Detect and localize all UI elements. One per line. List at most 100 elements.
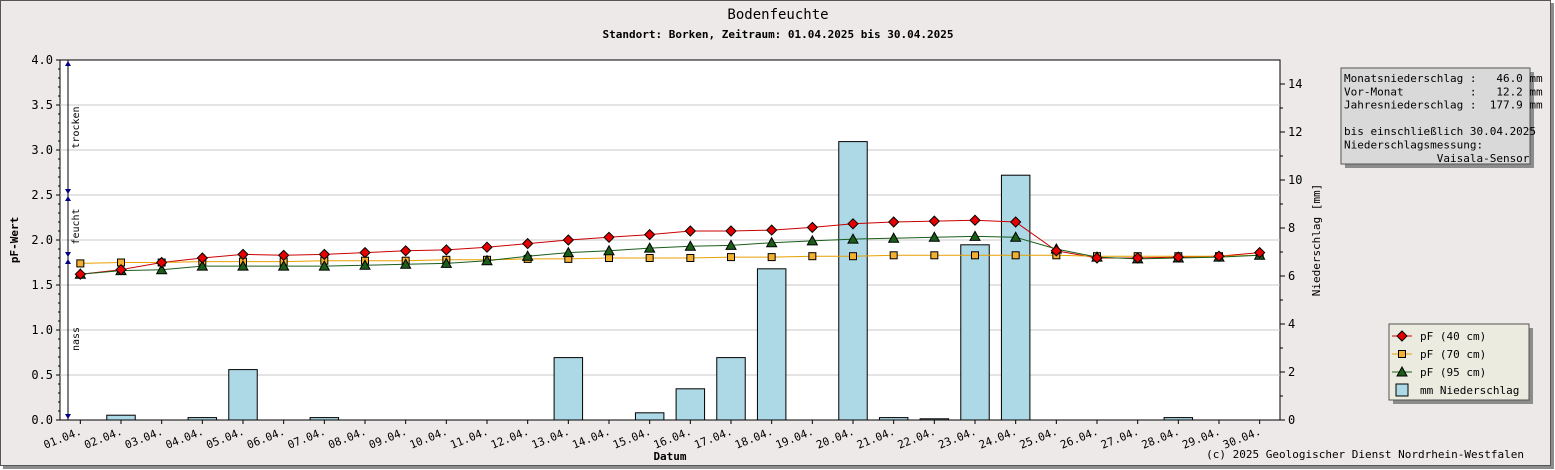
x-tick-label: 13.04.: [530, 425, 572, 452]
precip-bar: [553, 357, 584, 421]
marker-triangle: [603, 244, 615, 256]
legend-label: pF (95 cm): [1420, 366, 1486, 379]
precip-bar: [106, 414, 136, 421]
y2-tick-label: 10: [1288, 173, 1302, 187]
info-line: Niederschlagsmessung:: [1344, 139, 1483, 152]
x-tick-label: 22.04.: [896, 425, 938, 452]
marker-diamond: [521, 237, 534, 250]
x-tick-label: 21.04.: [855, 425, 897, 452]
marker-diamond: [155, 256, 168, 269]
precip-bar: [675, 388, 706, 421]
marker-diamond: [196, 252, 209, 264]
marker-square: [727, 253, 735, 262]
x-tick-label: 27.04.: [1099, 425, 1141, 452]
chart-title: Bodenfeuchte: [727, 7, 828, 23]
precipitation-bars: [106, 141, 1194, 421]
marker-diamond: [847, 218, 859, 230]
marker-diamond: [806, 221, 819, 234]
marker-diamond: [969, 214, 981, 226]
marker-diamond: [562, 234, 575, 246]
marker-square: [605, 254, 613, 262]
marker-triangle: [440, 257, 453, 268]
marker-diamond: [115, 263, 127, 276]
zone-label: trocken: [71, 106, 82, 148]
marker-diamond: [1009, 216, 1022, 228]
marker-diamond: [603, 231, 615, 244]
zone-arrow: [65, 61, 71, 66]
legend: pF (40 cm) pF (70 cm) pF (95 cm) mm Nieders…: [1388, 323, 1533, 404]
zone-arrow: [65, 414, 71, 419]
marker-triangle: [237, 260, 249, 271]
marker-triangle: [887, 232, 900, 243]
x-tick-label: 14.04.: [570, 425, 612, 452]
x-tick-label: 02.04.: [82, 425, 124, 452]
marker-diamond: [399, 245, 412, 257]
marker-triangle: [521, 250, 534, 261]
precip-bar: [1163, 417, 1194, 421]
pf-series-markers: [74, 214, 1266, 280]
marker-triangle: [928, 231, 941, 242]
info-line: Vaisala-Sensor: [1344, 152, 1530, 165]
y2-tick-label: 8: [1288, 221, 1295, 235]
marker-triangle: [765, 236, 778, 248]
marker-diamond: [1253, 246, 1266, 259]
series-line: [80, 235, 1260, 275]
marker-diamond: [440, 244, 453, 256]
y-tick-label: 3.5: [31, 98, 53, 112]
precip-bar: [878, 417, 909, 421]
y-tick-label: 1.0: [31, 323, 53, 337]
marker-square: [767, 253, 776, 262]
marker-triangle: [399, 258, 412, 269]
y-tick-label: 2.0: [31, 233, 53, 247]
x-tick-label: 24.04.: [977, 425, 1019, 452]
y2-tick-label: 2: [1288, 365, 1295, 379]
y2-tick-label: 4: [1288, 317, 1295, 331]
info-line: bis einschließlich 30.04.2025: [1344, 125, 1536, 138]
marker-square: [808, 252, 817, 261]
marker-triangle: [643, 242, 656, 253]
marker-square: [645, 254, 654, 262]
y2-axis-label: Niederschlag [mm]: [1310, 184, 1323, 297]
marker-triangle: [969, 230, 981, 241]
marker-triangle: [1009, 231, 1022, 242]
x-tick-label: 28.04.: [1140, 425, 1182, 452]
y-tick-label: 3.0: [31, 143, 53, 157]
y-tick-label: 4.0: [31, 53, 53, 67]
zone-arrow: [65, 252, 71, 257]
marker-diamond: [1050, 245, 1063, 257]
zone-label: feucht: [71, 208, 82, 244]
marker-diamond: [887, 216, 900, 228]
marker-diamond: [481, 241, 493, 253]
x-tick-label: 03.04.: [123, 425, 165, 452]
marker-diamond: [1396, 330, 1408, 342]
marker-square: [686, 254, 695, 262]
precip-bar: [756, 268, 787, 421]
zone-arrow: [65, 196, 71, 201]
legend-label: pF (40 cm): [1420, 330, 1486, 343]
precip-bar: [838, 141, 868, 421]
marker-square: [1011, 251, 1020, 260]
y2-tick-label: 6: [1288, 269, 1295, 283]
x-tick-label: 01.04.: [42, 425, 84, 452]
marker-triangle: [481, 254, 493, 266]
marker-triangle: [359, 259, 371, 270]
precip-bar: [919, 418, 950, 421]
marker-triangle: [806, 234, 819, 246]
zone-arrow: [65, 259, 71, 264]
info-line: Vor-Monat : 12.2 mm: [1344, 85, 1543, 98]
x-tick-label: 18.04.: [733, 425, 775, 452]
marker-diamond: [1172, 251, 1185, 263]
info-line: Jahresniederschlag : 177.9 mm: [1344, 99, 1543, 112]
gridlines: [60, 104, 1280, 376]
y-tick-label: 1.5: [31, 278, 53, 292]
marker-diamond: [74, 268, 87, 280]
marker-triangle: [155, 263, 168, 275]
y-axis-label: pF-Wert: [8, 217, 21, 263]
precip-bar: [634, 412, 665, 421]
marker-diamond: [277, 249, 290, 262]
x-tick-label: 16.04.: [652, 425, 694, 452]
precip-bar: [1000, 174, 1031, 421]
y-axis-right: 0 2 4 6 8 10 12 14: [1280, 77, 1302, 427]
info-line: Monatsniederschlag : 46.0 mm: [1344, 72, 1543, 85]
